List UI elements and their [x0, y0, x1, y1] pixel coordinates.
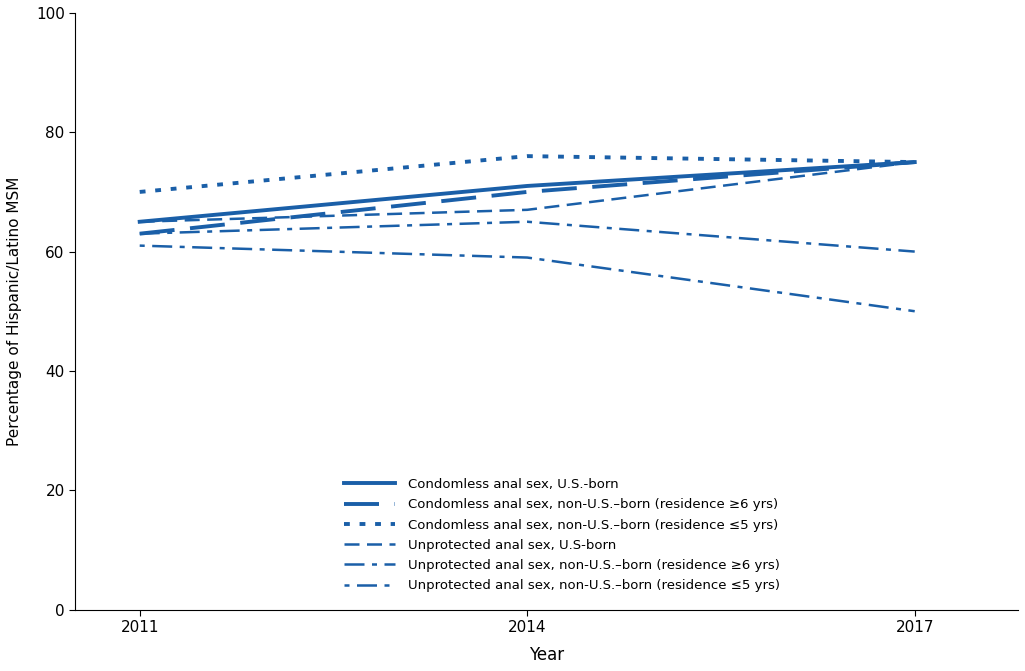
Legend: Condomless anal sex, U.S.-born, Condomless anal sex, non-U.S.–born (residence ≥6: Condomless anal sex, U.S.-born, Condomle… — [339, 473, 785, 598]
X-axis label: Year: Year — [529, 646, 564, 664]
Y-axis label: Percentage of Hispanic/Latino MSM: Percentage of Hispanic/Latino MSM — [7, 176, 22, 446]
